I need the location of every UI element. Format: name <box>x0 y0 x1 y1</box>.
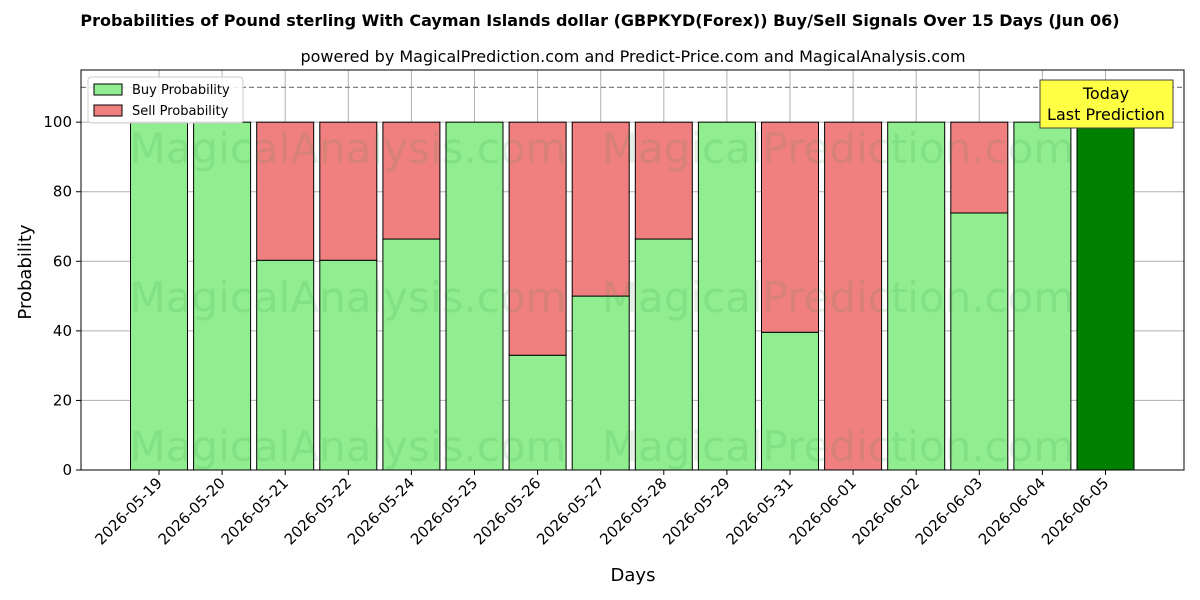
buy-bar <box>697 121 756 471</box>
x-tick-label: 2026-06-05 <box>1038 474 1112 548</box>
y-tick-label: 80 <box>53 183 72 201</box>
x-tick-label: 2026-06-03 <box>912 474 986 548</box>
x-tick-label: 2026-05-27 <box>533 474 607 548</box>
x-tick-label: 2026-05-25 <box>407 474 481 548</box>
today-box-frame <box>1039 79 1174 129</box>
watermark-text: MagicalPrediction.com <box>602 422 1075 471</box>
today-label: Today <box>1082 84 1129 103</box>
plot-frame <box>80 69 1185 471</box>
legend-label: Buy Probability <box>132 83 230 98</box>
chart-subtitle: powered by MagicalPrediction.com and Pre… <box>300 47 965 66</box>
y-tick-label: 60 <box>53 252 72 270</box>
watermark-text: MagicalAnalysis.com <box>130 273 567 322</box>
buy-bar <box>761 331 819 471</box>
chart-title: Probabilities of Pound sterling With Cay… <box>80 11 1119 30</box>
sell-bar <box>824 121 883 471</box>
sell-bar <box>761 121 819 333</box>
buy-bar <box>1076 121 1135 471</box>
watermark-text: MagicalPrediction.com <box>602 124 1075 173</box>
x-tick-label: 2026-05-24 <box>344 474 418 548</box>
y-axis-label: Probability <box>15 224 36 319</box>
buy-bar <box>256 259 315 471</box>
y-axis: 0 20 40 60 80 100 <box>43 113 81 479</box>
sell-bar <box>634 121 693 240</box>
x-tick-label: 2026-05-20 <box>155 474 229 548</box>
buy-bar <box>382 238 441 471</box>
legend-label: Sell Probability <box>132 104 229 119</box>
sell-bar <box>319 121 378 261</box>
y-tick-label: 40 <box>53 322 72 340</box>
y-tick-label: 100 <box>43 113 72 131</box>
x-axis: 2026-05-192026-05-202026-05-212026-05-22… <box>91 470 1112 548</box>
buy-bar <box>887 121 946 471</box>
legend-swatch <box>93 104 123 117</box>
legend: Buy Probability Sell Probability <box>87 76 244 124</box>
x-tick-label: 2026-05-28 <box>596 474 670 548</box>
x-tick-label: 2026-06-04 <box>975 474 1049 548</box>
sell-bar <box>256 121 315 261</box>
buy-bar <box>950 212 1009 471</box>
x-tick-label: 2026-05-19 <box>91 474 165 548</box>
x-tick-label: 2026-05-26 <box>470 474 544 548</box>
today-annotation: Today Last Prediction <box>1039 79 1174 129</box>
x-tick-label: 2026-06-01 <box>786 474 860 548</box>
x-tick-label: 2026-06-02 <box>849 474 923 548</box>
watermark-text: MagicalAnalysis.com <box>130 422 567 471</box>
x-axis-label: Days <box>611 565 656 586</box>
y-tick-label: 20 <box>53 391 72 409</box>
sell-bar <box>571 121 630 297</box>
y-tick-label: 0 <box>62 461 72 479</box>
x-tick-label: 2026-05-22 <box>281 474 355 548</box>
watermark-text: MagicalAnalysis.com <box>130 124 567 173</box>
sell-bar <box>382 121 441 240</box>
sell-bar <box>508 121 567 356</box>
x-tick-label: 2026-05-29 <box>659 474 733 548</box>
watermarks: MagicalAnalysis.com MagicalPrediction.com… <box>130 124 1075 471</box>
x-tick-label: 2026-05-21 <box>218 474 292 548</box>
last-prediction-label: Last Prediction <box>1047 105 1165 124</box>
buy-bar <box>508 354 567 471</box>
buy-bar <box>445 121 504 471</box>
x-tick-label: 2026-05-31 <box>722 474 796 548</box>
bars <box>130 121 1135 471</box>
buy-bar <box>634 238 693 471</box>
watermark-text: MagicalPrediction.com <box>602 273 1075 322</box>
buy-bar <box>1013 121 1072 471</box>
buy-bar <box>319 259 378 471</box>
legend-swatch <box>93 83 123 96</box>
legend-frame <box>87 76 244 124</box>
sell-bar <box>950 121 1009 214</box>
buy-bar <box>571 295 630 471</box>
